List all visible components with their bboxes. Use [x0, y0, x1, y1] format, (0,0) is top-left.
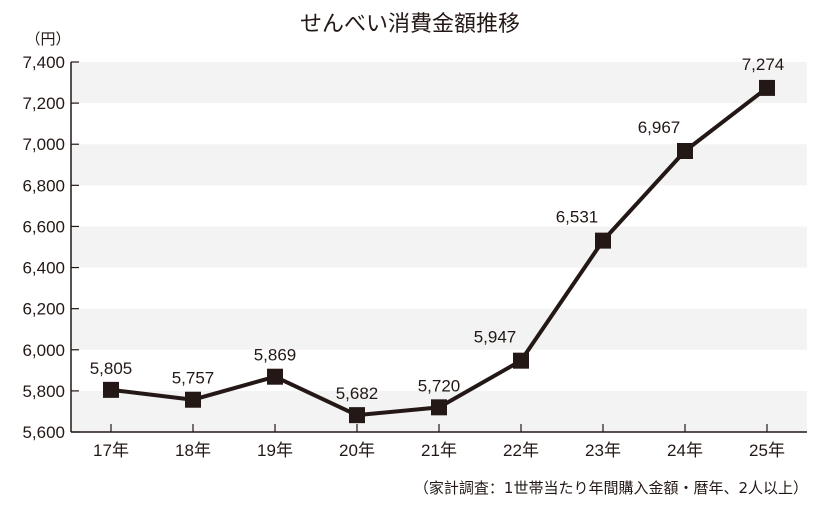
- x-tick-label: 24年: [667, 441, 703, 460]
- grid-band: [71, 308, 807, 350]
- x-tick-label: 21年: [421, 441, 457, 460]
- y-tick-label: 6,200: [22, 300, 65, 319]
- data-label: 5,682: [336, 384, 379, 403]
- x-tick-label: 25年: [749, 441, 785, 460]
- grid-band: [71, 62, 807, 104]
- y-axis-unit-label: （円）: [25, 30, 70, 48]
- grid-band: [71, 144, 807, 186]
- square-marker-icon: [103, 381, 119, 398]
- x-axis: 17年 18年 19年 20年 21年 22年 23年 24年 25年: [71, 424, 807, 460]
- x-tick-label: 18年: [175, 441, 211, 460]
- y-tick-label: 5,800: [22, 382, 65, 401]
- y-tick-label: 6,000: [22, 341, 65, 360]
- data-label: 6,967: [638, 118, 681, 137]
- y-tick-label: 6,600: [22, 217, 65, 236]
- square-marker-icon: [677, 143, 693, 160]
- x-tick-label: 17年: [93, 441, 129, 460]
- y-tick-label: 6,800: [22, 176, 65, 195]
- data-label: 5,947: [474, 328, 517, 347]
- data-label: 5,720: [418, 376, 461, 395]
- y-axis: 5,600 5,800 6,000 6,200 6,400 6,600 6,800 7,000…: [22, 53, 79, 442]
- x-tick-label: 23年: [585, 441, 621, 460]
- square-marker-icon: [759, 79, 775, 96]
- x-tick-label: 19年: [257, 441, 293, 460]
- square-marker-icon: [349, 407, 365, 424]
- square-marker-icon: [431, 399, 447, 416]
- grid-band: [71, 226, 807, 268]
- data-label: 5,757: [172, 369, 215, 388]
- y-tick-label: 7,200: [22, 94, 65, 113]
- x-tick-label: 20年: [339, 441, 375, 460]
- source-note: （家計調査：1世帯当たり年間購入金額・暦年、2人以上）: [414, 479, 808, 497]
- data-series: 5,805 5,757 5,869 5,682 5,720 5,947 6,531 6,967…: [90, 55, 785, 424]
- square-marker-icon: [267, 368, 283, 385]
- data-label: 5,869: [254, 346, 297, 365]
- y-tick-label: 5,600: [22, 423, 65, 442]
- y-tick-label: 7,400: [22, 53, 65, 72]
- data-label: 5,805: [90, 359, 133, 378]
- chart-title: せんべい消費金額推移: [300, 12, 520, 37]
- square-marker-icon: [185, 391, 201, 408]
- square-marker-icon: [513, 352, 529, 369]
- y-tick-label: 6,400: [22, 259, 65, 278]
- x-tick-label: 22年: [503, 441, 539, 460]
- data-label: 7,274: [742, 55, 785, 74]
- data-label: 6,531: [556, 208, 599, 227]
- square-marker-icon: [595, 232, 611, 249]
- y-tick-label: 7,000: [22, 135, 65, 154]
